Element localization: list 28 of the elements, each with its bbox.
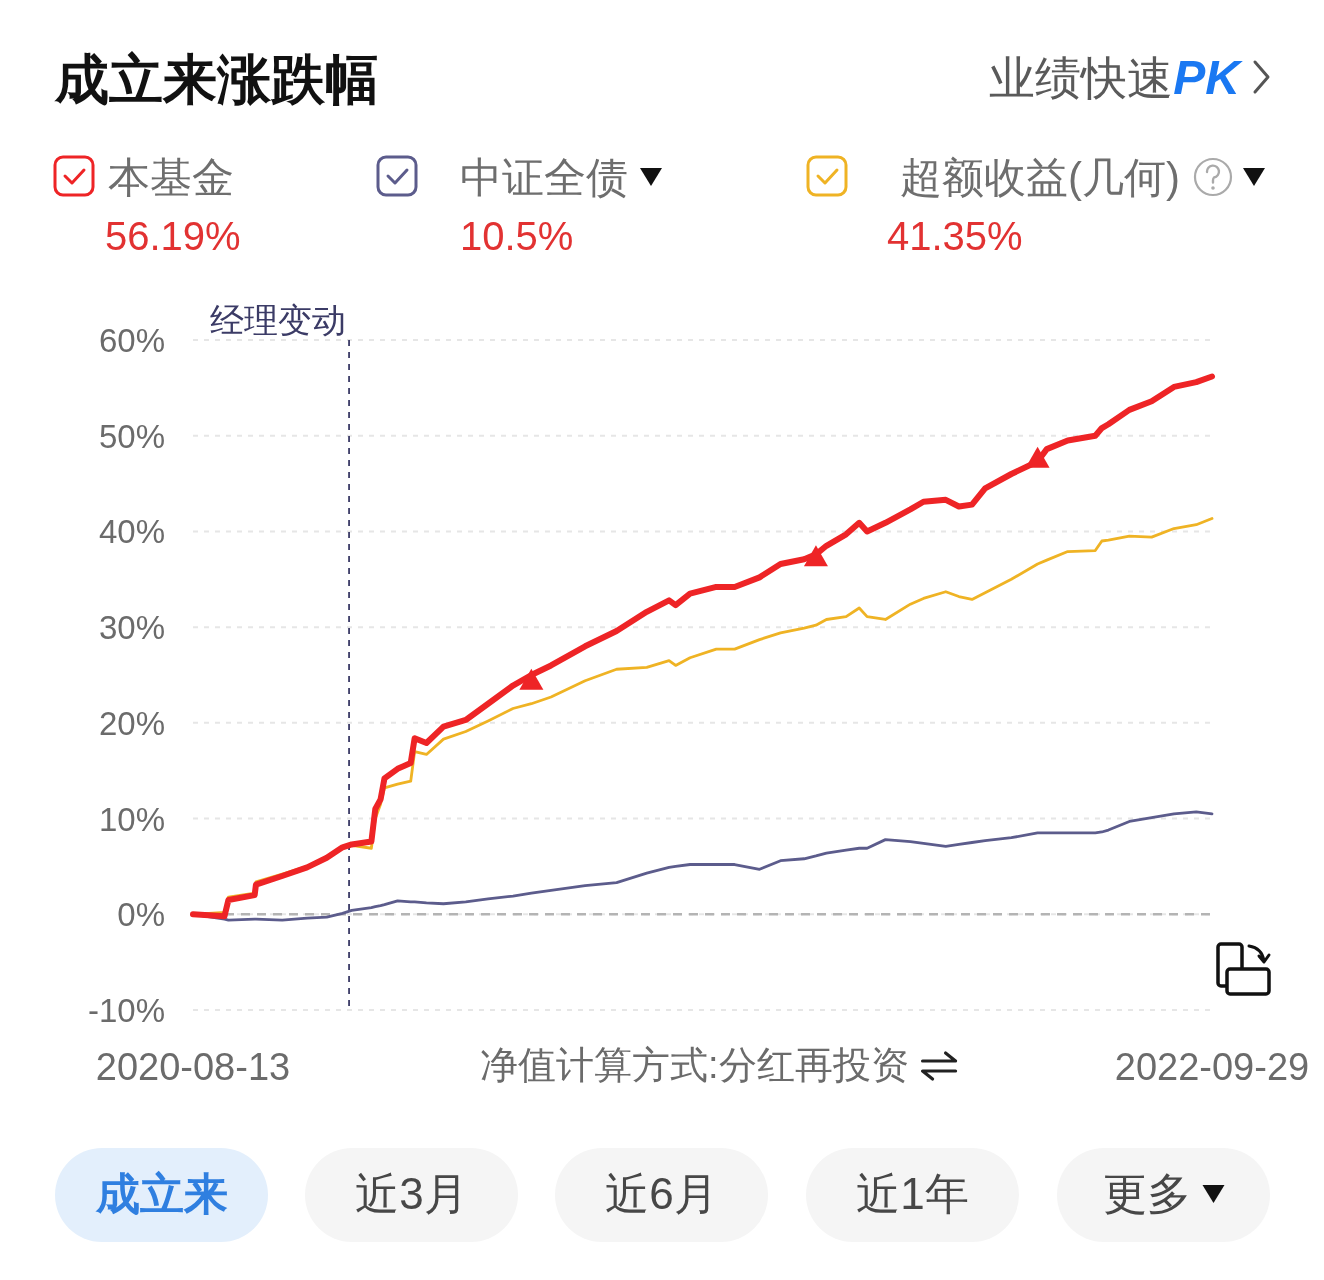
point xyxy=(519,668,544,690)
y-tick-label: 50% xyxy=(98,417,165,455)
y-tick-label: -10% xyxy=(87,992,165,1029)
point xyxy=(1025,446,1050,468)
y-tick-label: 10% xyxy=(98,800,165,838)
text: 净值计算方式:分红再投资 xyxy=(480,1044,909,1086)
text: 56.19% xyxy=(105,214,241,258)
y-tick-label: 30% xyxy=(98,609,165,647)
text: 近3月 xyxy=(355,1169,468,1218)
text: 近6月 xyxy=(605,1169,718,1218)
text: 成立来 xyxy=(94,1169,228,1218)
text: 更多 xyxy=(1102,1169,1191,1218)
legend-label: 中证全债 xyxy=(460,154,628,201)
x-tick-label: 2022-09-29 xyxy=(1114,1046,1310,1088)
text: 41.35% xyxy=(887,214,1023,258)
chart-title: 成立来涨跌幅 xyxy=(54,49,379,109)
y-tick-label: 0% xyxy=(117,896,165,934)
text: 10.5% xyxy=(460,214,574,258)
text: 业绩快速PK xyxy=(989,51,1244,104)
legend-label: 超额收益(几何) xyxy=(900,154,1180,201)
point xyxy=(803,545,828,567)
y-tick-label: 20% xyxy=(98,704,165,742)
text: 近1年 xyxy=(856,1169,969,1218)
legend-label: 本基金 xyxy=(108,154,234,201)
y-tick-label: 60% xyxy=(98,322,165,359)
x-tick-label: 2020-08-13 xyxy=(95,1046,291,1088)
y-tick-label: 40% xyxy=(98,513,165,551)
ref-line-label: 经理变动 xyxy=(210,301,347,339)
